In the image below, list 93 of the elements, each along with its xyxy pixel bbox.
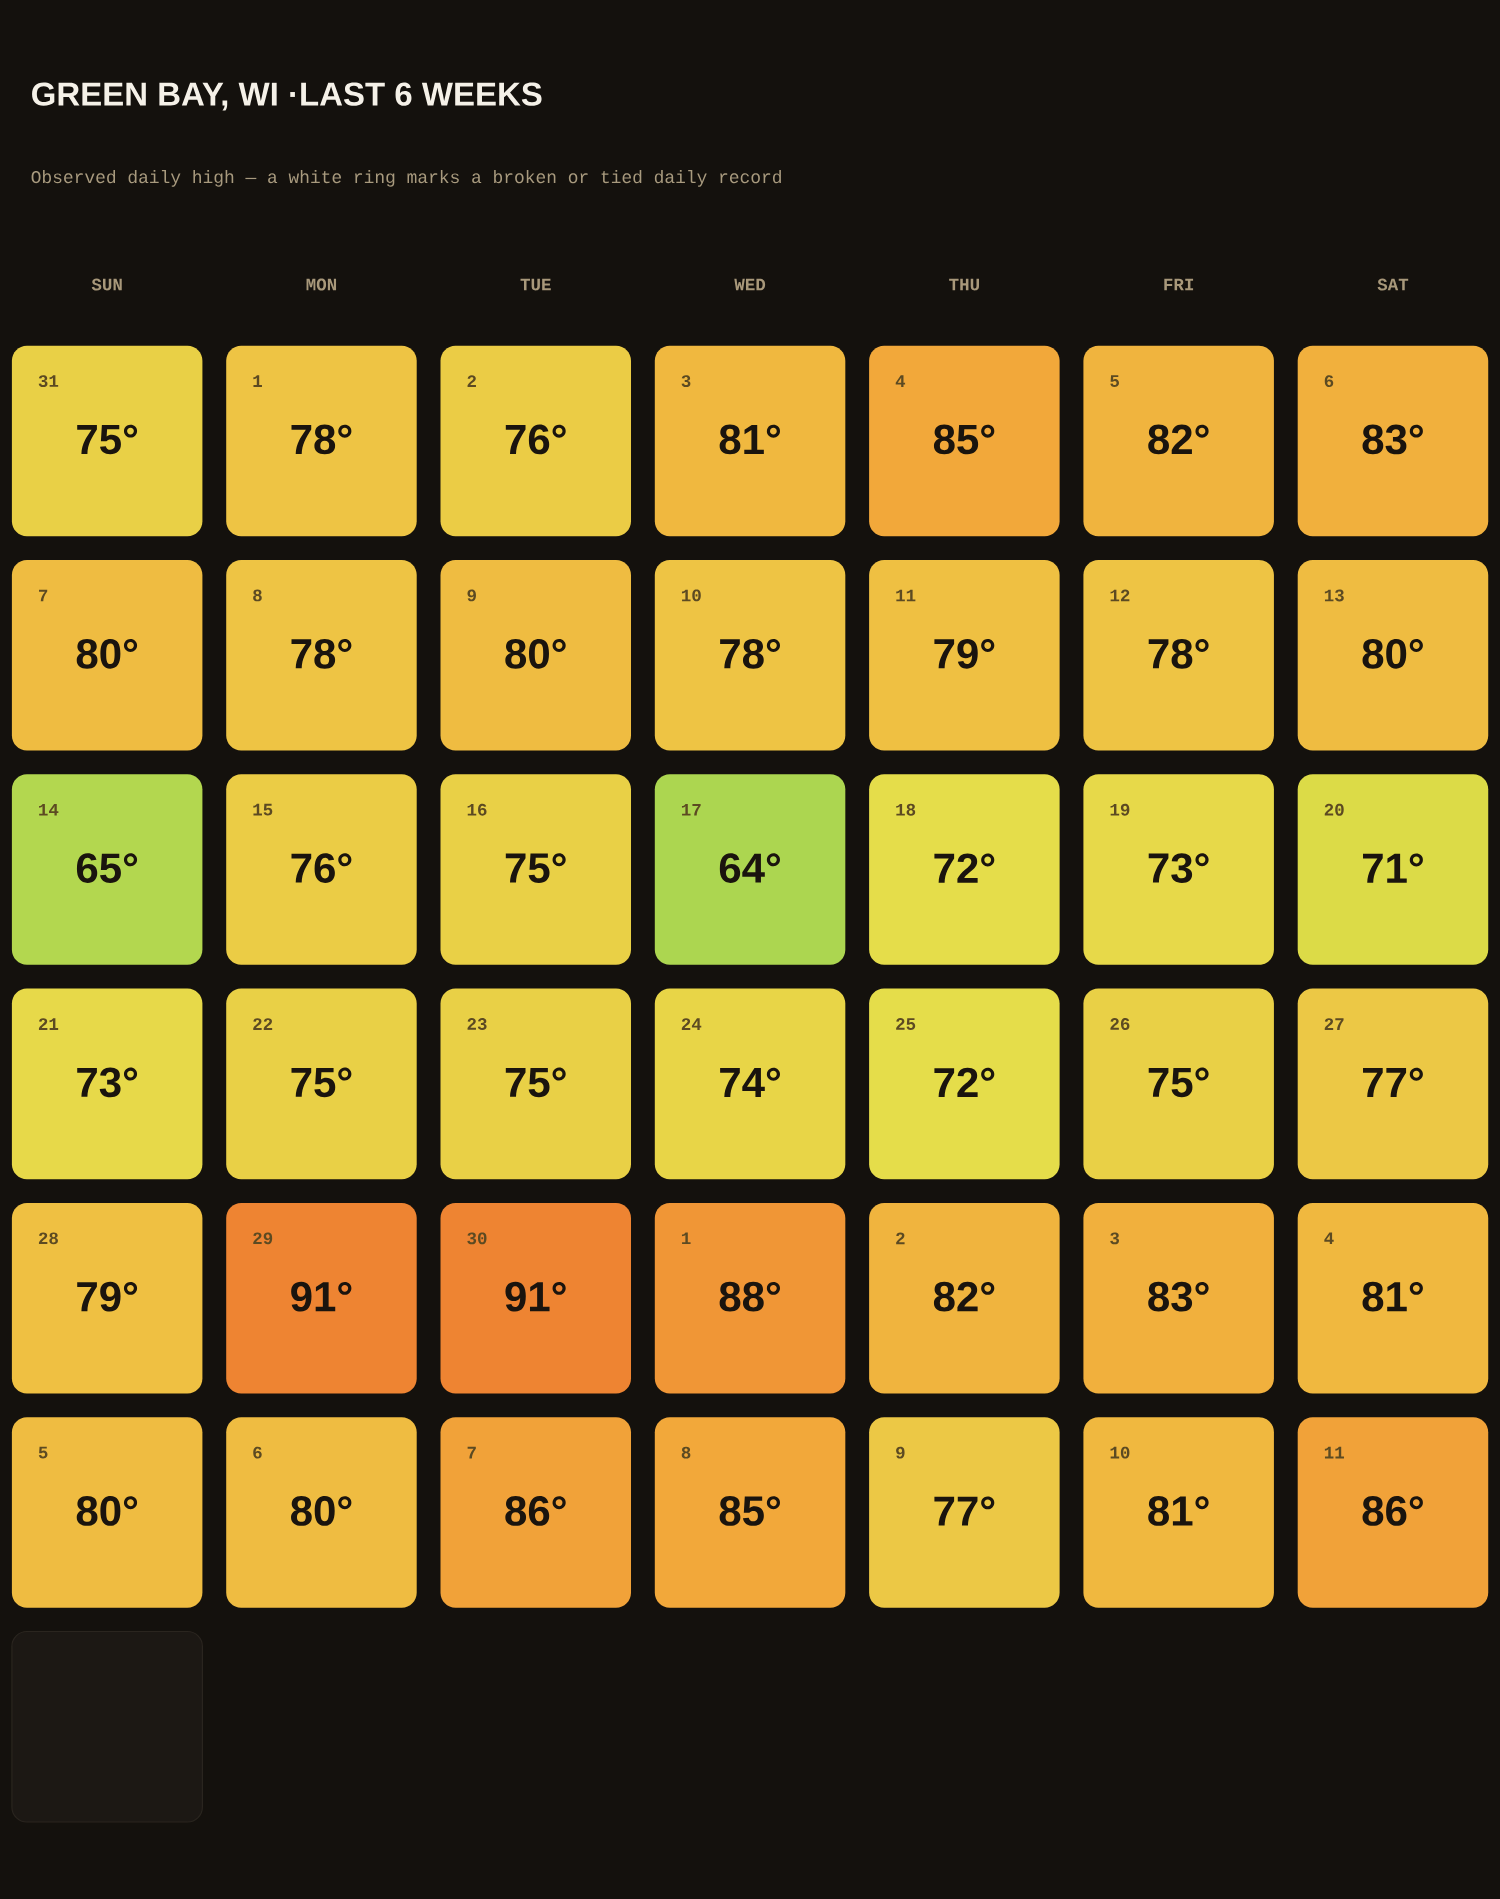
x-tick-label: TUE: [520, 278, 551, 291]
annotation: 2: [467, 375, 476, 387]
annotation: 5: [38, 1446, 48, 1459]
annotation: 30: [467, 1232, 487, 1245]
data-label: 75°: [505, 1067, 566, 1098]
data-label: 85°: [933, 424, 995, 455]
annotation: 7: [39, 589, 48, 602]
data-label: 81°: [1148, 1496, 1209, 1526]
annotation: 24: [681, 1018, 702, 1030]
annotation: 26: [1110, 1018, 1130, 1030]
annotation: 15: [253, 803, 273, 816]
data-label: 76°: [505, 424, 566, 455]
x-tick-label: FRI: [1164, 278, 1194, 291]
data-label: 80°: [76, 1496, 138, 1526]
data-label: 74°: [720, 1067, 780, 1097]
x-tick-label: SAT: [1377, 278, 1409, 291]
data-label: 73°: [1148, 853, 1209, 883]
data-label: 77°: [1363, 1067, 1423, 1097]
annotation: 8: [681, 1446, 691, 1459]
annotation: 5: [1110, 375, 1119, 387]
annotation: 4: [895, 375, 906, 387]
data-label: 77°: [934, 1496, 995, 1526]
annotation: 11: [1324, 1446, 1344, 1459]
data-label: 64°: [719, 853, 780, 883]
data-label: 83°: [1148, 1281, 1209, 1312]
x-tick-label: SUN: [91, 278, 122, 291]
chart-subtitle: Observed daily high — a white ring marks a broken or tied daily record: [31, 170, 781, 187]
data-label: 86°: [505, 1496, 566, 1526]
chart-title: GREEN BAY, WI ·LAST 6 WEEKS: [32, 82, 542, 111]
data-label: 91°: [291, 1281, 352, 1312]
x-tick-label: WED: [734, 278, 766, 291]
data-label: 80°: [76, 638, 138, 669]
data-label: 79°: [77, 1281, 138, 1312]
annotation: 1: [253, 375, 262, 387]
data-label: 81°: [719, 424, 780, 455]
annotation: 29: [253, 1232, 273, 1245]
annotation: 31: [38, 375, 59, 388]
data-label: 82°: [933, 1281, 995, 1312]
annotation: 22: [253, 1018, 273, 1030]
data-label: 88°: [719, 1281, 780, 1312]
data-label: 80°: [505, 638, 566, 669]
annotation: 19: [1110, 803, 1130, 816]
annotation: 12: [1110, 589, 1130, 602]
annotation: 10: [1110, 1446, 1130, 1459]
data-label: 80°: [1362, 638, 1423, 669]
annotation: 17: [681, 803, 701, 816]
data-label: 78°: [1148, 638, 1209, 669]
data-label: 79°: [934, 638, 995, 669]
data-label: 80°: [291, 1496, 352, 1526]
data-label: 73°: [77, 1067, 138, 1098]
annotation: 27: [1324, 1018, 1344, 1030]
data-label: 78°: [291, 424, 352, 455]
annotation: 10: [681, 589, 701, 602]
annotation: 23: [467, 1018, 487, 1030]
data-label: 83°: [1362, 424, 1423, 455]
data-label: 78°: [720, 638, 780, 669]
annotation: 13: [1324, 589, 1344, 602]
annotation: 16: [467, 803, 487, 816]
annotation: 20: [1324, 803, 1344, 816]
data-label: 65°: [76, 853, 138, 883]
data-label: 78°: [291, 638, 352, 669]
data-label: 75°: [1148, 1067, 1209, 1098]
annotation: 7: [467, 1446, 476, 1459]
data-label: 85°: [719, 1496, 780, 1526]
annotation: 4: [1324, 1232, 1334, 1245]
x-tick-label: THU: [949, 278, 980, 291]
data-label: 76°: [291, 853, 352, 883]
annotation: 3: [1110, 1232, 1120, 1245]
data-label: 71°: [1363, 853, 1423, 883]
data-label: 75°: [291, 1067, 352, 1098]
data-label: 81°: [1362, 1281, 1423, 1312]
annotation: 9: [896, 1446, 905, 1459]
data-label: 72°: [934, 853, 995, 883]
x-tick-label: MON: [306, 278, 337, 291]
annotation: 2: [896, 1232, 905, 1245]
data-label: 91°: [505, 1281, 566, 1312]
annotation: 11: [896, 589, 916, 602]
annotation: 9: [467, 589, 476, 602]
annotation: 25: [896, 1018, 916, 1030]
annotation: 18: [896, 803, 916, 816]
annotation: 21: [38, 1018, 59, 1030]
annotation: 28: [38, 1232, 58, 1245]
annotation: 6: [1324, 375, 1334, 388]
data-label: 72°: [934, 1067, 995, 1098]
data-label: 75°: [77, 424, 138, 455]
annotation: 14: [39, 803, 59, 816]
data-label: 75°: [505, 853, 566, 883]
annotation: 8: [253, 589, 262, 602]
data-label: 86°: [1362, 1496, 1423, 1526]
data-label: 82°: [1148, 424, 1209, 455]
annotation: 1: [681, 1232, 691, 1245]
annotation: 6: [253, 1446, 262, 1459]
annotation: 3: [681, 375, 691, 388]
